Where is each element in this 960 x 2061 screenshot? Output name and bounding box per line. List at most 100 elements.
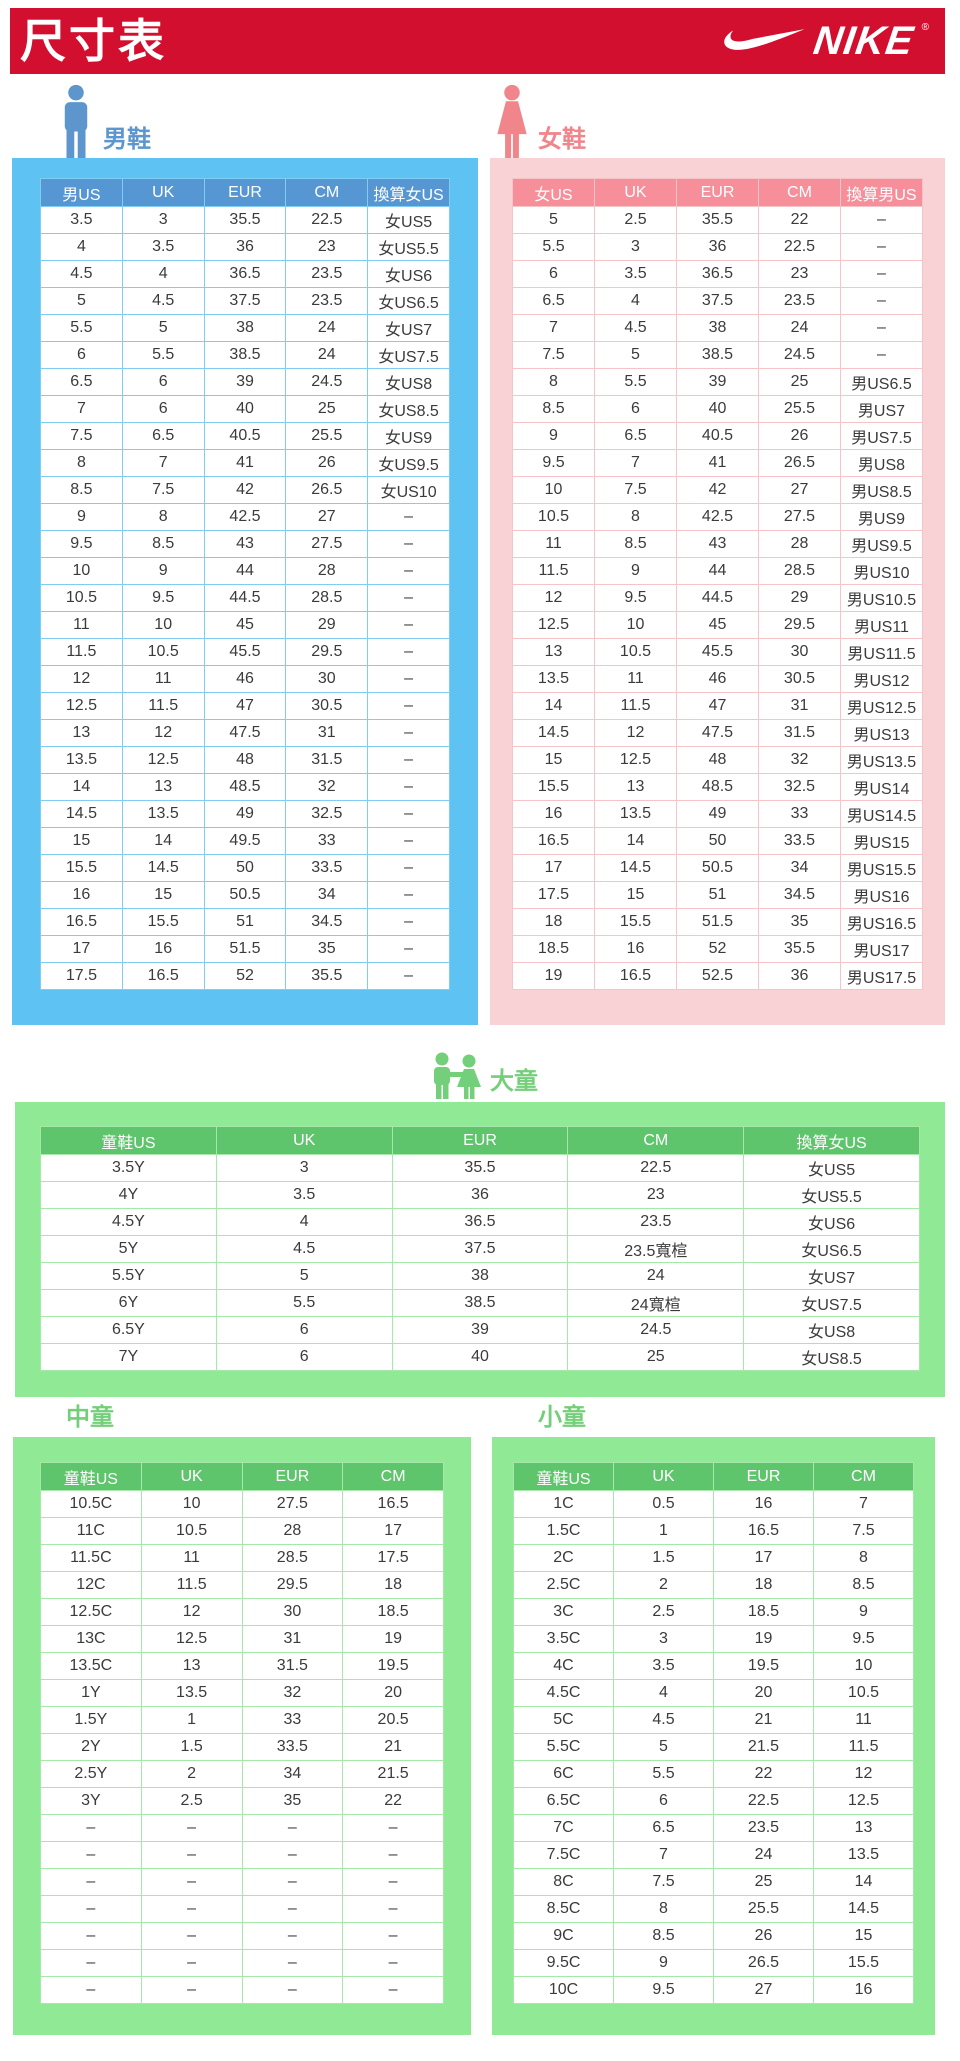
column-header: CM [758,178,841,207]
table-cell: 10 [121,611,205,639]
table-cell: – [840,206,923,234]
table-cell: 35.5 [203,206,287,234]
table-row: 8.5C 8 25.5 14.5 [513,1895,914,1923]
table-row: 4.5Y 4 36.5 23.5 女US6 [40,1208,920,1236]
column-header: 童鞋US [40,1126,217,1155]
table-cell: 5.5Y [40,1262,217,1290]
table-cell: 34 [285,881,369,909]
table-cell: 19.5 [713,1652,814,1680]
table-cell: 女US6.5 [367,287,450,315]
table-cell: 8 [594,503,677,531]
table-cell: 27.5 [241,1490,344,1518]
table-row: 6 3.5 36.5 23– [512,260,923,288]
column-header: UK [140,1462,243,1491]
table-cell: 女US8 [367,368,450,396]
table-cell: 1Y [40,1679,142,1707]
table-cell: 35 [241,1787,344,1815]
small-kids-size-table: 童鞋US UK EUR CM 1C 0.5 16 7 1.5C 1 16.5 7.5 2C 1.5 17 8 2… [513,1462,914,2004]
table-cell: 17 [40,935,123,963]
table-row: 9.5C 9 26.5 15.5 [513,1949,914,1977]
table-row: 4Y 3.5 36 23 女US5.5 [40,1181,920,1209]
table-cell: 4.5 [215,1235,393,1263]
table-cell: 29 [758,584,841,612]
table-cell: 18.5 [342,1598,444,1626]
table-cell: – [840,314,923,342]
table-cell: 4 [594,287,677,315]
table-cell: 男US15 [840,827,923,855]
table-cell: 4.5 [613,1706,714,1734]
table-row: 13 10.5 45.5 30 男US11.5 [512,638,923,666]
table-cell: 16 [40,881,123,909]
table-cell: 男US15.5 [840,854,923,882]
table-cell: 28 [285,557,369,585]
table-cell: 1.5 [613,1544,714,1572]
table-cell: – [367,773,450,801]
table-cell: 男US9 [840,503,923,531]
table-cell: 14.5 [512,719,595,747]
table-cell: 17 [342,1517,444,1545]
table-cell: 10 [813,1652,914,1680]
table-cell: 20 [713,1679,814,1707]
table-cell: 42 [203,476,287,504]
table-cell: – [342,1922,444,1950]
table-cell: 15.5 [40,854,123,882]
table-row: 2.5C 2 18 8.5 [513,1571,914,1599]
table-cell: 24.5 [758,341,841,369]
table-cell: 3 [215,1154,393,1182]
table-cell: 34.5 [285,908,369,936]
table-cell: 4.5Y [40,1208,217,1236]
table-cell: 16.5 [40,908,123,936]
column-header: 童鞋US [40,1462,142,1491]
table-cell: – [367,908,450,936]
table-cell: 12 [512,584,595,612]
table-cell: 男US9.5 [840,530,923,558]
table-row: 16 13.5 49 33 男US14.5 [512,800,923,828]
title-banner: 尺寸表 NIKE ® [10,8,945,74]
table-cell: 4.5C [513,1679,614,1707]
table-cell: 女US7.5 [367,341,450,369]
table-row: 9 6.5 40.5 26 男US7.5 [512,422,923,450]
table-cell: 10 [40,557,123,585]
table-cell: – [241,1841,344,1869]
table-row: 8C 7.5 25 14 [513,1868,914,1896]
table-cell: 7 [121,449,205,477]
table-cell: 36 [758,962,841,990]
table-cell: 27.5 [758,503,841,531]
table-cell: 51.5 [203,935,287,963]
table-cell: 26 [758,422,841,450]
table-cell: 15 [813,1922,914,1950]
table-cell: 25 [285,395,369,423]
table-row: 4.5 4 36.5 23.5 女US6 [40,260,450,288]
table-cell: 女US6.5 [743,1235,920,1263]
men-size-panel: 男US UK EUR CM 換算女US 3.5 3 35.5 22.5 女US5 4 3.5 36 23 女… [12,158,478,1025]
table-cell: 28.5 [285,584,369,612]
table-cell: 46 [203,665,287,693]
table-cell: 11C [40,1517,142,1545]
table-cell: 7 [594,449,677,477]
table-row: 14 13 48.5 32– [40,773,450,801]
table-row: 12.5 11.5 47 30.5– [40,692,450,720]
table-cell: 52 [676,935,759,963]
table-cell: – [342,1976,444,2004]
table-row: 3.5Y 3 35.5 22.5 女US5 [40,1154,920,1182]
table-row: 7.5 5 38.5 24.5– [512,341,923,369]
table-row: 13 12 47.5 31– [40,719,450,747]
table-cell: 男US17.5 [840,962,923,990]
table-cell: 34 [241,1760,344,1788]
table-cell: 33 [241,1706,344,1734]
table-cell: – [40,1976,142,2004]
table-cell: 21.5 [713,1733,814,1761]
table-cell: – [241,1976,344,2004]
table-row: 3C 2.5 18.5 9 [513,1598,914,1626]
table-cell: 12 [813,1760,914,1788]
table-cell: 11.5C [40,1544,142,1572]
table-cell: 8.5 [813,1571,914,1599]
table-cell: 11.5 [813,1733,914,1761]
table-cell: 11 [121,665,205,693]
table-row: 7 6 40 25 女US8.5 [40,395,450,423]
table-cell: 4 [121,260,205,288]
table-cell: – [342,1841,444,1869]
table-cell: 1 [613,1517,714,1545]
table-cell: 8.5 [512,395,595,423]
table-cell: 52 [203,962,287,990]
